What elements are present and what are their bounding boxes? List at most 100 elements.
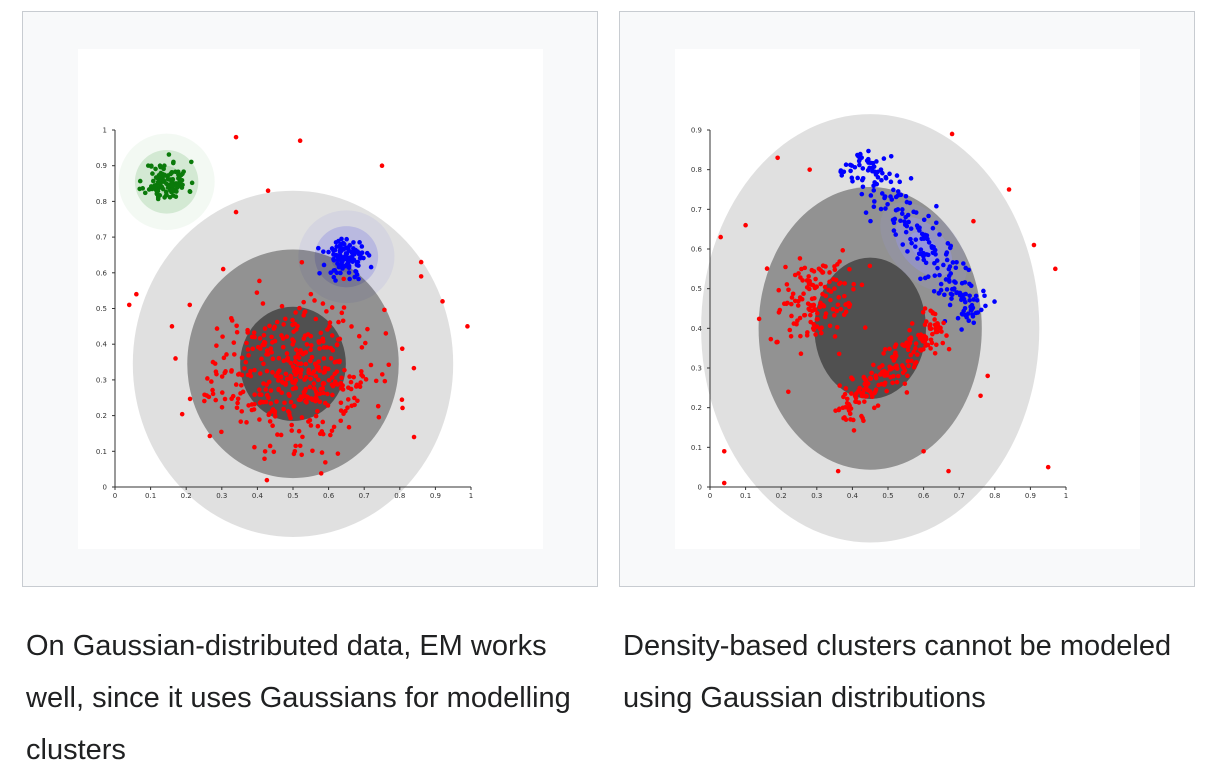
y-tick-label: 0.4	[691, 325, 703, 333]
blue-data-point	[907, 200, 913, 206]
red-data-point	[289, 422, 295, 428]
axes: 0 0.1 0.2 0.3 0.4 0.5 0.6 0.7 0.8 0.9 1 0 0.1 0.2 0.3 0…	[691, 127, 1068, 501]
blue-data-point	[889, 197, 895, 202]
red-data-point	[327, 324, 332, 329]
blue-data-point	[357, 240, 362, 245]
blue-data-point	[895, 189, 901, 194]
red-data-point	[383, 331, 389, 336]
blue-data-point	[881, 156, 887, 161]
red-data-point	[351, 374, 357, 380]
red-data-point	[239, 355, 245, 361]
green-data-point	[151, 178, 156, 184]
red-data-point	[349, 403, 355, 409]
red-data-point	[804, 285, 810, 290]
blue-data-point	[885, 201, 890, 207]
green-data-point	[168, 177, 174, 182]
right-scatter-chart: 0 0.1 0.2 0.3 0.4 0.5 0.6 0.7 0.8 0.9 1 0 0.1 0.2 0.3 0…	[691, 114, 1068, 543]
x-tick-label: 0.2	[181, 492, 192, 500]
red-data-point	[340, 318, 346, 324]
red-data-point	[332, 371, 338, 377]
x-tick-label: 0	[113, 492, 117, 500]
blue-data-point	[933, 220, 939, 226]
red-data-point	[873, 387, 879, 392]
blue-data-point	[866, 148, 871, 154]
red-points	[126, 134, 470, 440]
red-data-point	[206, 394, 212, 400]
red-data-point	[846, 406, 851, 411]
red-data-point	[313, 363, 319, 368]
red-data-point	[308, 333, 314, 339]
red-data-point	[234, 329, 240, 335]
red-data-point	[928, 346, 933, 351]
red-data-point	[329, 375, 335, 380]
red-data-point	[365, 326, 370, 332]
red-data-point	[313, 398, 318, 404]
y-tick-label: 0.8	[691, 166, 702, 174]
x-tick-label: 0.8	[394, 492, 405, 500]
right-caption: Density-based clusters cannot be modeled…	[623, 630, 1172, 714]
green-data-point	[158, 175, 163, 180]
red-data-point	[210, 387, 215, 393]
red-data-point	[907, 327, 912, 333]
x-tick-label: 0.4	[847, 492, 859, 500]
red-data-point	[860, 415, 865, 421]
red-data-point	[252, 444, 257, 450]
red-data-point	[922, 306, 928, 311]
red-data-point	[838, 306, 844, 312]
red-data-point	[853, 395, 859, 401]
red-data-point	[279, 379, 285, 384]
blue-data-point	[931, 288, 937, 294]
blue-data-point	[356, 276, 361, 282]
red-data-point	[327, 320, 333, 325]
red-data-point	[317, 399, 323, 405]
red-data-point	[928, 337, 934, 343]
red-data-point	[219, 390, 225, 395]
red-data-point	[916, 332, 921, 338]
red-data-point	[927, 322, 933, 327]
red-data-point	[891, 373, 896, 379]
red-data-point	[280, 344, 286, 350]
red-data-point	[173, 356, 178, 361]
blue-data-point	[858, 151, 863, 157]
x-tick-label: 0.8	[989, 492, 1000, 500]
blue-data-point	[848, 162, 853, 168]
red-data-point	[828, 297, 833, 303]
red-data-point	[252, 367, 257, 373]
red-data-point	[242, 366, 247, 371]
red-data-point	[817, 326, 823, 332]
green-data-point	[189, 159, 194, 165]
red-data-point	[783, 264, 788, 270]
red-data-point	[308, 376, 313, 382]
red-data-point	[411, 365, 417, 371]
y-tick-label: 0.9	[96, 162, 107, 170]
red-data-point	[313, 316, 319, 322]
red-data-point	[788, 333, 794, 339]
red-data-point	[913, 346, 918, 351]
red-data-point	[329, 428, 335, 434]
red-data-point	[244, 420, 249, 425]
red-data-point	[339, 310, 345, 316]
blue-data-point	[973, 310, 979, 316]
red-points	[833, 306, 952, 433]
red-data-point	[307, 384, 313, 390]
blue-data-point	[955, 315, 961, 321]
blue-data-point	[981, 288, 986, 294]
blue-data-point	[887, 171, 892, 177]
red-data-point	[297, 443, 303, 449]
red-data-point	[802, 312, 807, 318]
blue-data-point	[974, 297, 980, 303]
red-data-point	[317, 346, 322, 351]
red-data-point	[807, 167, 812, 172]
y-tick-label: 0.5	[96, 305, 107, 313]
blue-data-point	[338, 270, 343, 276]
blue-data-point	[891, 220, 897, 226]
blue-data-point	[856, 158, 862, 164]
red-data-point	[261, 361, 266, 367]
blue-data-point	[321, 249, 326, 254]
red-data-point	[857, 385, 862, 391]
red-data-point	[908, 352, 914, 358]
x-tick-label: 0.9	[430, 492, 441, 500]
red-data-point	[320, 380, 326, 386]
red-data-point	[835, 468, 841, 474]
red-data-point	[888, 367, 894, 372]
